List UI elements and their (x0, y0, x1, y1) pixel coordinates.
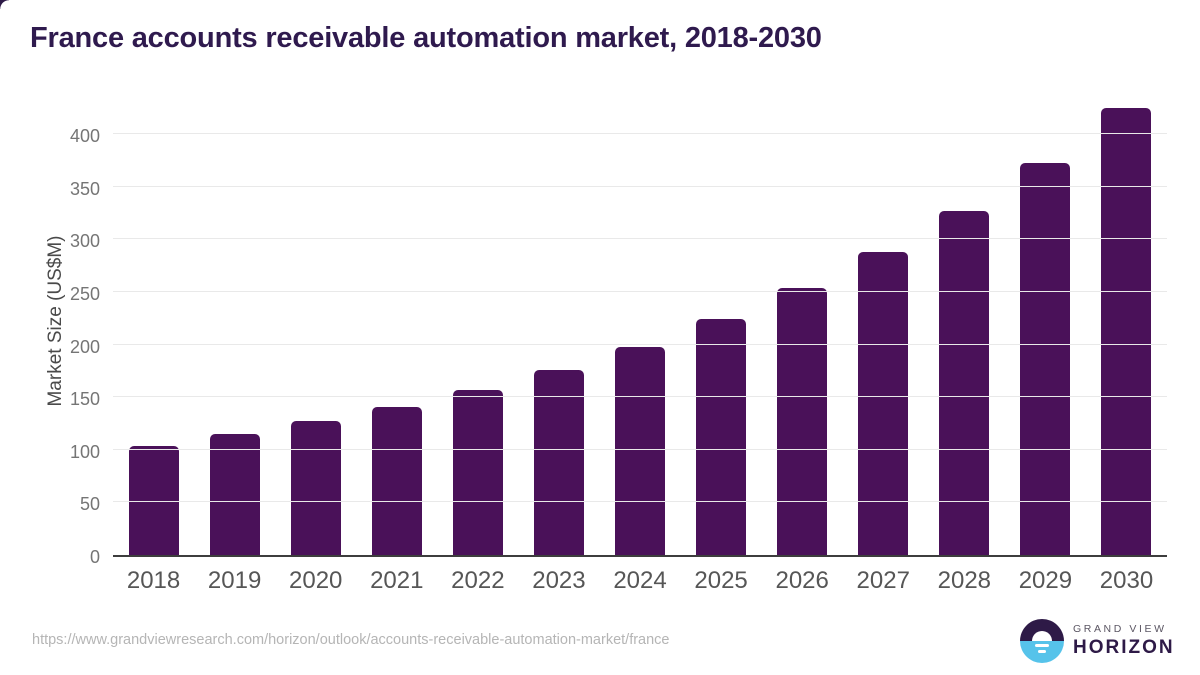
y-tick-label: 200 (69, 336, 100, 357)
bar-2022 (452, 389, 503, 555)
source-url: https://www.grandviewresearch.com/horizo… (32, 632, 670, 648)
bar-slot (518, 110, 599, 555)
gridline (113, 133, 1167, 135)
x-tick-label: 2027 (856, 567, 910, 594)
logo-grand-view-label: GRAND VIEW (1073, 623, 1167, 635)
bar-2029 (1020, 162, 1071, 555)
bar-2030 (1101, 108, 1152, 555)
rounded-corner-artifact (0, 0, 9, 9)
gridline (113, 291, 1167, 293)
x-tick-label: 2026 (775, 567, 829, 594)
bar-slot (843, 110, 924, 555)
x-tick-label: 2025 (694, 567, 748, 594)
bar-2018 (128, 445, 179, 555)
bar-slot (275, 110, 356, 555)
bar-slot (1005, 110, 1086, 555)
logo-horizon-label: HORIZON (1073, 637, 1175, 658)
plot-area (113, 108, 1167, 557)
x-tick-label: 2023 (532, 567, 586, 594)
logo-text: GRAND VIEW HORIZON (1073, 623, 1175, 659)
gridline (113, 343, 1167, 345)
page-title: France accounts receivable automation ma… (30, 22, 822, 54)
bar-2025 (696, 319, 747, 555)
bar-slot (681, 110, 762, 555)
bar-slot (599, 110, 680, 555)
y-tick-label: 150 (69, 389, 100, 410)
bar-2027 (858, 252, 909, 555)
y-tick-label: 100 (69, 441, 100, 462)
x-tick-label: 2029 (1018, 567, 1073, 594)
y-tick-label: 350 (69, 178, 100, 199)
bar-slot (356, 110, 437, 555)
x-tick-label: 2022 (451, 567, 505, 594)
gridline (113, 238, 1167, 240)
x-tick-label: 2020 (289, 567, 343, 594)
gridline (113, 185, 1167, 187)
bar-slot (762, 110, 843, 555)
y-tick-label: 250 (69, 284, 100, 305)
x-tick-label: 2030 (1099, 567, 1154, 594)
bar-2023 (533, 369, 584, 555)
y-tick-label: 300 (69, 231, 100, 252)
y-tick-label: 50 (79, 494, 100, 515)
bar-2021 (371, 406, 422, 555)
bar-slot (113, 110, 194, 555)
bar-2028 (939, 211, 990, 555)
gridline (113, 501, 1167, 503)
grandview-horizon-logo: GRAND VIEW HORIZON (1020, 619, 1175, 663)
x-tick-label: 2021 (370, 567, 424, 594)
gridline (113, 448, 1167, 450)
bar-2020 (290, 421, 341, 555)
x-axis-tick-labels: 2018 2019 2020 2021 2022 2023 2024 2025 2026 2027… (113, 566, 1167, 596)
y-tick-label: 400 (69, 126, 100, 147)
gridline (113, 396, 1167, 398)
x-tick-label: 2024 (613, 567, 667, 594)
y-axis-tick-labels: 0 50 100 150 200 250 300 350 400 (0, 110, 100, 567)
bar-series (113, 108, 1167, 555)
bar-2026 (777, 287, 828, 555)
bar-2019 (209, 434, 260, 555)
bar-slot (437, 110, 518, 555)
bar-slot (924, 110, 1005, 555)
x-tick-label: 2018 (126, 567, 181, 594)
bar-slot (1086, 108, 1167, 555)
x-tick-label: 2028 (937, 567, 992, 594)
bar-2024 (615, 346, 665, 555)
horizon-sun-icon (1020, 619, 1064, 663)
y-tick-label: 0 (89, 547, 100, 567)
bar-slot (194, 110, 275, 555)
x-tick-label: 2019 (207, 567, 262, 594)
